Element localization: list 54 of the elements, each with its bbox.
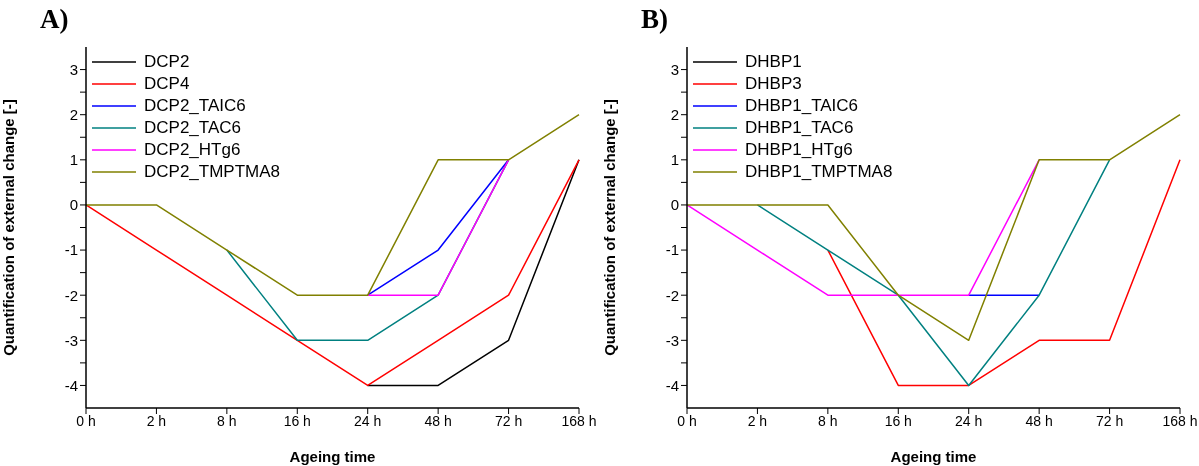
- x-tick-label: 72 h: [494, 412, 523, 429]
- line-series: [85, 113, 580, 296]
- y-tick-label: -4: [665, 376, 679, 394]
- y-tick-label: 2: [670, 106, 679, 124]
- x-axis-title: Ageing time: [289, 448, 376, 465]
- x-tick-label: 24 h: [955, 412, 983, 429]
- y-tick-label: 2: [69, 106, 78, 124]
- x-tick-label: 0 h: [76, 412, 96, 429]
- legend-label: DHBP1_TMPTMA8: [745, 161, 893, 183]
- x-tick-label: 24 h: [354, 412, 382, 429]
- x-tick-label: 48 h: [1025, 412, 1053, 429]
- x-tick-label: 0 h: [677, 412, 697, 429]
- x-tick-label: 2 h: [747, 412, 768, 429]
- legend-label: DHBP1_TAC6: [745, 117, 854, 139]
- y-tick-label: -1: [64, 241, 78, 259]
- x-tick-label: 168 h: [561, 412, 597, 429]
- x-tick-label: 8 h: [818, 412, 838, 429]
- y-tick-label: 1: [69, 151, 78, 169]
- line-series: [686, 113, 1181, 342]
- line-series: [686, 159, 1040, 296]
- legend-label: DCP2_TAC6: [144, 117, 241, 139]
- legend-label: DCP2_HTg6: [144, 139, 241, 161]
- chart-title: A): [40, 4, 69, 35]
- legend-label: DCP4: [144, 73, 190, 95]
- y-axis-title: Quantification of external change [-]: [0, 99, 17, 356]
- y-tick-label: 0: [670, 196, 679, 214]
- x-tick-label: 168 h: [1162, 412, 1198, 429]
- x-tick-label: 72 h: [1095, 412, 1124, 429]
- legend-label: DCP2_TMPTMA8: [144, 161, 281, 183]
- legend-label: DCP2_TAIC6: [144, 95, 246, 117]
- x-tick-label: 16 h: [283, 412, 311, 429]
- x-tick-label: 16 h: [884, 412, 912, 429]
- y-axis-title: Quantification of external change [-]: [601, 99, 618, 356]
- x-tick-label: 8 h: [217, 412, 237, 429]
- y-tick-label: -2: [665, 286, 679, 304]
- legend-label: DHBP1_TAIC6: [745, 95, 859, 117]
- y-tick-label: 1: [670, 151, 679, 169]
- legend-label: DHBP1_HTg6: [745, 139, 853, 161]
- x-tick-label: 48 h: [424, 412, 452, 429]
- legend-label: DHBP1: [745, 51, 802, 73]
- y-tick-label: 0: [69, 196, 78, 214]
- y-tick-label: -2: [64, 286, 78, 304]
- x-axis-title: Ageing time: [890, 448, 977, 465]
- chart-title: B): [641, 4, 668, 35]
- y-tick-label: -4: [64, 376, 78, 394]
- y-tick-label: 3: [69, 60, 78, 78]
- legend-label: DHBP3: [745, 73, 802, 95]
- x-tick-label: 2 h: [146, 412, 167, 429]
- legend-label: DCP2: [144, 51, 190, 73]
- y-tick-label: 3: [670, 60, 679, 78]
- y-tick-label: -3: [665, 331, 679, 349]
- y-tick-label: -1: [665, 241, 679, 259]
- y-tick-label: -3: [64, 331, 78, 349]
- line-series: [85, 159, 580, 387]
